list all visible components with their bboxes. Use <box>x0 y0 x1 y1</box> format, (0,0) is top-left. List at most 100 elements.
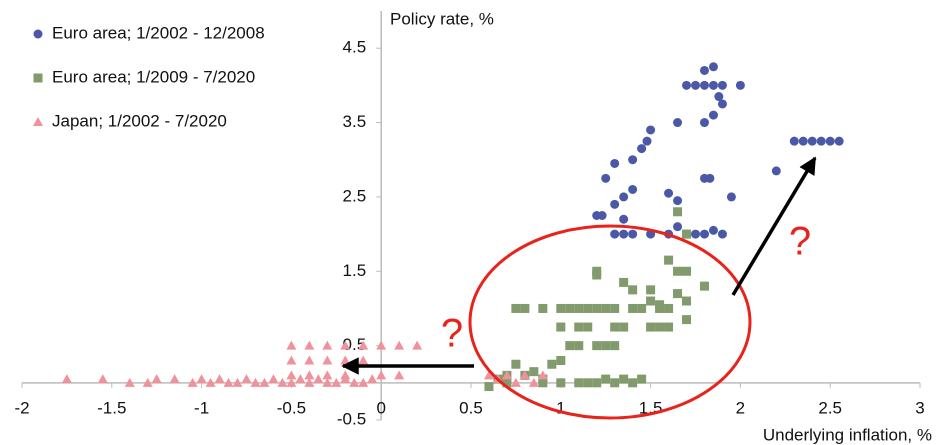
point <box>735 80 745 90</box>
point <box>798 136 808 146</box>
point <box>322 355 333 365</box>
point <box>340 370 351 380</box>
annotation: ? <box>789 220 811 264</box>
x-axis-title: Underlying inflation, % <box>763 425 932 444</box>
point <box>628 229 638 239</box>
point <box>538 378 548 388</box>
point <box>619 229 629 239</box>
point <box>646 125 656 135</box>
point <box>574 378 584 388</box>
point <box>610 322 620 332</box>
point <box>610 378 620 388</box>
point <box>691 229 700 239</box>
point <box>628 378 638 388</box>
y-tick-label: 1.5 <box>343 261 367 280</box>
annotation: ? <box>441 312 463 356</box>
point <box>673 222 683 232</box>
legend-label: Euro area; 1/2002 - 12/2008 <box>52 23 265 42</box>
x-tick-label: 2 <box>736 398 745 417</box>
arrow <box>731 156 817 296</box>
legend-marker <box>33 29 43 39</box>
point <box>61 374 72 384</box>
point <box>97 374 108 384</box>
point <box>583 378 593 388</box>
point <box>619 214 629 224</box>
point <box>717 229 727 239</box>
legend-label: Euro area; 1/2009 - 7/2020 <box>52 67 255 86</box>
y-axis-title: Policy rate, % <box>390 9 494 28</box>
point <box>664 303 674 313</box>
point <box>601 341 611 351</box>
point <box>619 322 629 332</box>
highlight-ellipse <box>468 224 752 420</box>
point <box>583 322 593 332</box>
point <box>538 303 548 313</box>
point <box>547 359 557 369</box>
point <box>501 370 512 380</box>
point <box>637 303 647 313</box>
point <box>214 374 225 384</box>
point <box>511 359 521 369</box>
point <box>412 340 423 350</box>
point <box>313 374 324 384</box>
point <box>286 355 297 365</box>
point <box>295 374 306 384</box>
point <box>529 367 539 377</box>
point <box>592 270 602 280</box>
point <box>726 192 736 202</box>
x-tick-label: -1.5 <box>97 398 126 417</box>
legend-item: Euro area; 1/2002 - 12/2008 <box>33 23 265 42</box>
point <box>610 229 620 239</box>
point <box>322 340 333 350</box>
point <box>682 315 692 325</box>
point <box>232 377 243 387</box>
point <box>646 296 656 306</box>
point <box>816 136 826 146</box>
point <box>169 374 180 384</box>
point <box>771 166 781 176</box>
point <box>592 341 602 351</box>
x-tick-label: -1 <box>194 398 209 417</box>
x-tick-label: 3 <box>915 398 924 417</box>
point <box>565 303 575 313</box>
legend-label: Japan; 1/2002 - 7/2020 <box>52 111 227 130</box>
x-tick-label: -0.5 <box>277 398 306 417</box>
point <box>142 377 153 387</box>
point <box>610 341 620 351</box>
y-tick-label: -0.5 <box>337 409 366 428</box>
point <box>483 370 494 380</box>
point <box>664 255 674 265</box>
point <box>699 80 709 90</box>
point <box>597 211 607 220</box>
point <box>673 289 683 299</box>
point <box>628 184 638 194</box>
point <box>286 340 297 350</box>
x-tick-label: 1 <box>556 398 565 417</box>
point <box>556 378 566 388</box>
point <box>708 62 718 72</box>
point <box>592 378 602 388</box>
point <box>259 377 270 387</box>
point <box>277 377 288 387</box>
point <box>834 136 844 146</box>
point <box>655 303 665 313</box>
point <box>699 229 709 239</box>
point <box>510 377 521 387</box>
point <box>574 303 584 313</box>
legend-item: Euro area; 1/2009 - 7/2020 <box>33 67 255 86</box>
point <box>556 303 566 313</box>
point <box>511 303 521 313</box>
point <box>682 80 692 90</box>
point <box>717 80 727 90</box>
point <box>304 377 315 387</box>
point <box>673 207 683 217</box>
point <box>619 374 629 384</box>
point <box>556 322 566 332</box>
point <box>807 136 817 146</box>
point <box>619 192 629 202</box>
point <box>537 370 548 380</box>
point <box>673 266 683 276</box>
point <box>610 158 620 168</box>
point <box>331 377 342 387</box>
